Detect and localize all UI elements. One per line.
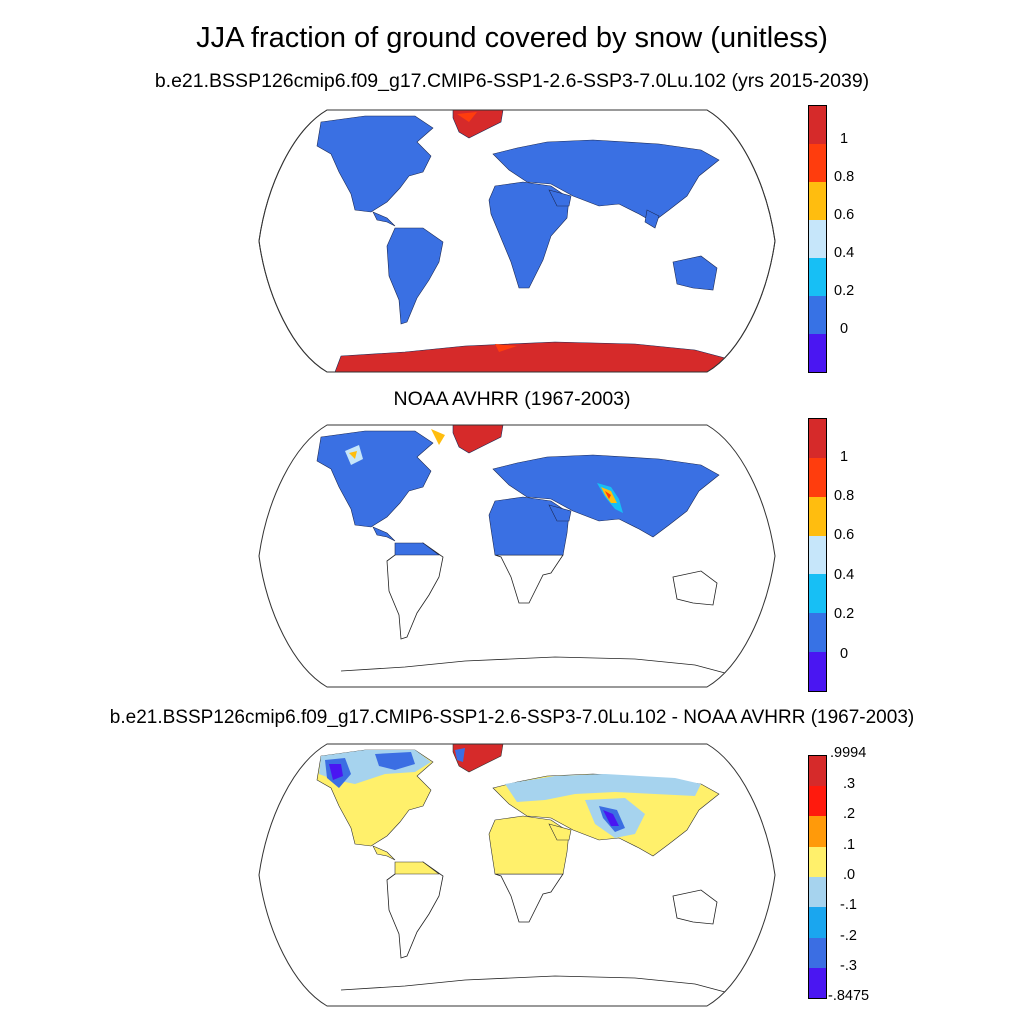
cbar-1-label: 0.2: [834, 283, 855, 299]
cbar-2-label: 0: [840, 646, 849, 662]
cbar-3-label: .2: [843, 806, 856, 822]
cbar-2-label: 0.6: [834, 527, 855, 543]
panel-1-map: [258, 109, 776, 373]
cbar-3-label: -.2: [840, 928, 857, 944]
cbar-3-label: .1: [843, 837, 856, 853]
cbar-3-label: .0: [843, 867, 856, 883]
cbar-1-label: 0.8: [834, 169, 855, 185]
cbar-2-label: 1: [840, 449, 849, 465]
cbar-3-label: .3: [843, 776, 856, 792]
panel-1-title: b.e21.BSSP126cmip6.f09_g17.CMIP6-SSP1-2.…: [154, 70, 870, 92]
panel-2-colorbar: [808, 418, 827, 692]
panel-1-colorbar: [808, 105, 827, 373]
cbar-2-label: 0.8: [834, 488, 855, 504]
cbar-3-label: -.8475: [828, 988, 870, 1004]
tibet-snow-patch: [345, 429, 623, 513]
cbar-3-label: -.3: [840, 958, 857, 974]
cbar-3-label: .9994: [830, 745, 867, 761]
panel-2-title: NOAA AVHRR (1967-2003): [393, 388, 631, 410]
greenland-region: [452, 425, 504, 454]
panel-3-map: [258, 743, 776, 1007]
cbar-1-label: 1: [840, 131, 849, 147]
greenland-region: [452, 744, 504, 773]
cbar-2-label: 0.4: [834, 567, 855, 583]
antarctica-region: [334, 341, 736, 372]
cbar-3-label: -.1: [840, 897, 857, 913]
cbar-1-label: 0.6: [834, 207, 855, 223]
panel-3-title: b.e21.BSSP126cmip6.f09_g17.CMIP6-SSP1-2.…: [109, 707, 915, 728]
land-snow-field: [316, 115, 720, 325]
panel-3-colorbar: [808, 755, 827, 999]
cbar-2-label: 0.2: [834, 606, 855, 622]
panel-2-map: [258, 424, 776, 688]
figure-title: JJA fraction of ground covered by snow (…: [196, 22, 828, 54]
cbar-1-label: 0: [840, 321, 849, 337]
cbar-1-label: 0.4: [834, 245, 855, 261]
